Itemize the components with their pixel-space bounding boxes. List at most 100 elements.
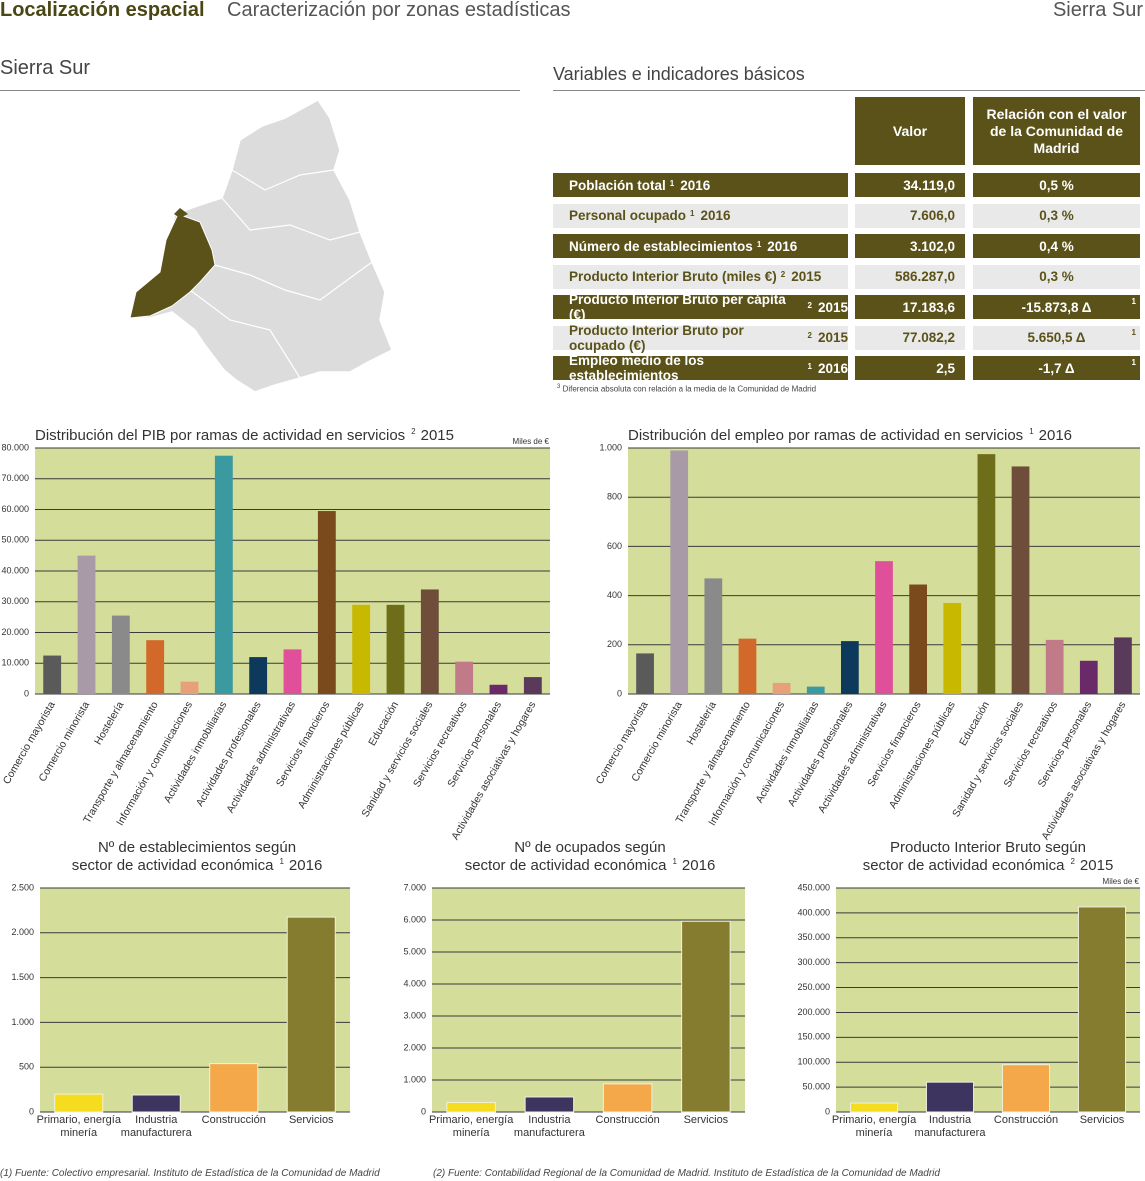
y-tick-label: 150.000 bbox=[797, 1032, 830, 1042]
y-tick-label: 1.000 bbox=[403, 1074, 426, 1084]
label-year: 2015 bbox=[817, 330, 848, 345]
label-note: 2 bbox=[780, 270, 786, 279]
title-note: 1 bbox=[672, 857, 677, 866]
title-note: 1 bbox=[279, 857, 284, 866]
label-text: Población total bbox=[569, 177, 666, 193]
bar bbox=[131, 1094, 181, 1113]
divider bbox=[0, 90, 520, 91]
map-border bbox=[231, 169, 335, 191]
value-cell: 17.183,6 bbox=[855, 295, 965, 319]
x-tick-label: Actividades inmobiliarias bbox=[162, 700, 230, 806]
row-label: Número de establecimientos 1 2016 bbox=[553, 234, 848, 258]
bar bbox=[524, 1096, 575, 1113]
chart-title: Nº de ocupados según bbox=[514, 839, 665, 856]
label-note: 2 bbox=[807, 331, 812, 340]
y-tick-label: 2.000 bbox=[403, 1042, 426, 1052]
map-region bbox=[129, 99, 393, 393]
map-border bbox=[214, 261, 373, 301]
bar bbox=[523, 677, 542, 694]
bar bbox=[636, 653, 654, 694]
y-tick-label: 400 bbox=[607, 590, 622, 600]
y-tick-label: 100.000 bbox=[797, 1057, 830, 1067]
map-title: Sierra Sur bbox=[0, 57, 91, 79]
value-cell: 3.102,0 bbox=[855, 234, 965, 258]
y-tick-label: 7.000 bbox=[403, 882, 426, 892]
y-tick-label: 50.000 bbox=[802, 1081, 830, 1091]
label-year: 2015 bbox=[817, 299, 848, 315]
row-label: Producto Interior Bruto por ocupado (€) 2… bbox=[553, 322, 848, 353]
relation-cell: 0,5 % bbox=[973, 173, 1140, 197]
label-text: Número de establecimientos bbox=[569, 238, 753, 254]
value-cell: 34.119,0 bbox=[855, 173, 965, 197]
value-cell: 77.082,2 bbox=[855, 325, 965, 350]
value-cell: 586.287,0 bbox=[855, 264, 965, 289]
chart-title: Distribución del PIB por ramas de activi… bbox=[35, 427, 454, 444]
bar bbox=[209, 1063, 259, 1113]
relation-cell: 0,3 % bbox=[973, 264, 1140, 289]
divider bbox=[553, 90, 1145, 91]
label-text: Producto Interior Bruto per cápita (€) bbox=[569, 292, 786, 322]
bar bbox=[943, 602, 962, 694]
row-label: Personal ocupado 1 2016 bbox=[553, 203, 848, 228]
x-tick-label-box: Servicios bbox=[683, 1114, 729, 1126]
label-note: 1 bbox=[690, 209, 695, 218]
y-tick-label: 0 bbox=[617, 688, 622, 698]
header-zone: Sierra Sur bbox=[1052, 0, 1143, 21]
y-tick-label: 6.000 bbox=[403, 914, 426, 924]
bar bbox=[180, 681, 199, 694]
row-label: Producto Interior Bruto (miles €) 2 2015 bbox=[553, 264, 848, 289]
x-tick-label: Hostelería bbox=[685, 699, 719, 747]
bar bbox=[909, 584, 928, 694]
bar bbox=[875, 561, 893, 694]
title-text: Nº de ocupados según bbox=[514, 839, 665, 856]
bar bbox=[840, 641, 859, 694]
x-tick-label: Primario, energía minería bbox=[831, 1114, 917, 1139]
title-note: 2 bbox=[1070, 857, 1075, 866]
chart-title: Producto Interior Bruto según bbox=[890, 839, 1086, 856]
label-text: Producto Interior Bruto por ocupado (€) bbox=[569, 322, 744, 353]
bar bbox=[681, 920, 731, 1113]
y-tick-label: 500 bbox=[19, 1062, 34, 1072]
x-tick-label-box: Construcción bbox=[994, 1114, 1058, 1126]
label-note: 1 bbox=[807, 361, 812, 371]
x-tick-label-box: Industria manufacturera bbox=[120, 1114, 192, 1139]
y-tick-label: 300.000 bbox=[797, 957, 830, 967]
label-note: 1 bbox=[756, 239, 762, 249]
label-year: 2016 bbox=[700, 208, 731, 223]
bar bbox=[386, 604, 405, 694]
title-note: 2 bbox=[411, 427, 416, 436]
relation-text: 0,5 % bbox=[1039, 177, 1074, 193]
header-title: Localización espacial bbox=[0, 0, 205, 21]
chart-title: Distribución del empleo por ramas de act… bbox=[628, 427, 1072, 444]
subtitle-text: sector de actividad económica bbox=[465, 857, 667, 874]
label-note: 1 bbox=[669, 178, 675, 188]
y-tick-label: 350.000 bbox=[797, 932, 830, 942]
unit-label: Miles de € bbox=[1103, 877, 1140, 886]
subtitle-text: sector de actividad económica bbox=[72, 857, 274, 874]
bar bbox=[43, 655, 62, 694]
x-tick-label-box: Industria manufacturera bbox=[514, 1114, 585, 1139]
x-tick-label: Servicios bbox=[683, 1114, 729, 1126]
relation-cell: -1,7 Δ 1 bbox=[973, 356, 1140, 380]
x-tick-label: Administraciones públicas bbox=[887, 699, 958, 810]
bar bbox=[54, 1093, 104, 1113]
label-text: Empleo medio de los establecimientos bbox=[569, 353, 705, 383]
x-tick-label: Hostelería bbox=[92, 699, 126, 747]
chart-title: sector de actividad económica 2 2015 bbox=[863, 857, 1114, 874]
bar bbox=[420, 589, 439, 694]
y-tick-label: 60.000 bbox=[1, 504, 29, 514]
relation-text: 5.650,5 Δ bbox=[1027, 330, 1086, 345]
relation-text: -1,7 Δ bbox=[1038, 360, 1075, 376]
label-year: 2015 bbox=[791, 269, 822, 284]
title-text: Distribución del empleo por ramas de act… bbox=[628, 427, 1023, 444]
bar bbox=[1077, 906, 1127, 1113]
x-tick-label: Industria manufacturera bbox=[120, 1114, 192, 1139]
y-tick-label: 0 bbox=[421, 1106, 426, 1116]
x-tick-label-box: Primario, energía minería bbox=[429, 1114, 513, 1139]
relation-cell: 5.650,5 Δ 1 bbox=[973, 325, 1140, 350]
table-title: Variables e indicadores básicos bbox=[553, 64, 805, 84]
x-tick-label: Actividades administrativas bbox=[816, 700, 890, 816]
bar bbox=[111, 615, 130, 694]
